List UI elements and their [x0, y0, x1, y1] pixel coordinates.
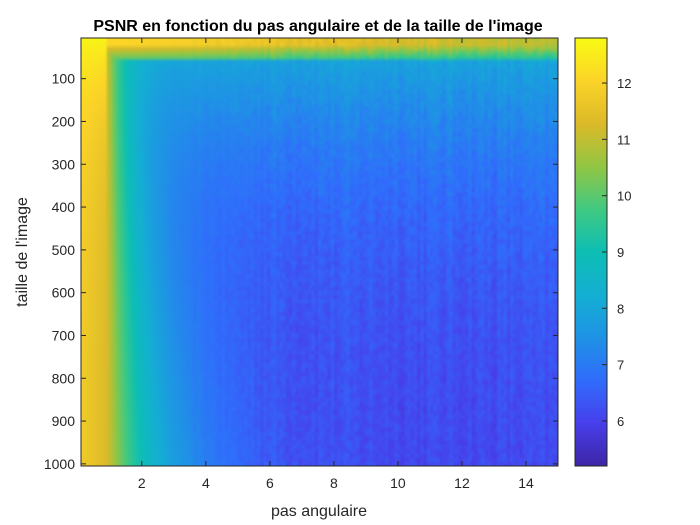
y-tick-label: 400: [52, 199, 76, 215]
y-tick-label: 200: [52, 113, 76, 129]
y-tick-label: 900: [52, 413, 76, 429]
x-tick-label: 8: [330, 475, 338, 491]
colorbar-tick-label: 8: [617, 301, 624, 316]
colorbar-tick-label: 6: [617, 414, 624, 429]
y-tick-label: 300: [52, 156, 76, 172]
y-tick-label: 500: [52, 242, 76, 258]
y-tick-label: 700: [52, 327, 76, 343]
colorbar-tick-label: 11: [617, 132, 631, 147]
x-tick-label: 14: [518, 475, 534, 491]
plot-frame: [80, 37, 559, 467]
y-tick-label: 1000: [44, 456, 75, 472]
y-tick-label: 100: [52, 71, 76, 87]
colorbar-gradient: [575, 38, 607, 466]
x-tick-label: 12: [454, 475, 470, 491]
x-tick-label: 6: [266, 475, 274, 491]
colorbar-ticks: 6 7 8 9 10 11 12: [602, 76, 631, 429]
psnr-heatmap: [81, 38, 558, 466]
y-tick-label: 600: [52, 285, 76, 301]
colorbar: 6 7 8 9 10 11 12: [574, 37, 631, 467]
y-tick-label: 800: [52, 370, 76, 386]
chart-title: PSNR en fonction du pas angulaire et de …: [93, 18, 542, 35]
x-tick-label: 2: [138, 475, 146, 491]
colorbar-tick-label: 10: [617, 189, 631, 204]
colorbar-tick-label: 9: [617, 245, 624, 260]
x-axis: 2 4 6 8 10 12 14: [138, 38, 534, 491]
x-tick-label: 10: [390, 475, 406, 491]
y-axis-label: taille de l'image: [14, 197, 31, 307]
x-axis-label: pas angulaire: [271, 503, 367, 520]
colorbar-tick-label: 7: [617, 358, 624, 373]
plot-area: 2 4 6 8 10 12 14 10020030040050060070080090010…: [44, 37, 559, 491]
colorbar-tick-label: 12: [617, 76, 631, 91]
x-tick-label: 4: [202, 475, 210, 491]
y-axis: 100 200 300 400 500 600 700 800 900 1000: [44, 71, 558, 472]
